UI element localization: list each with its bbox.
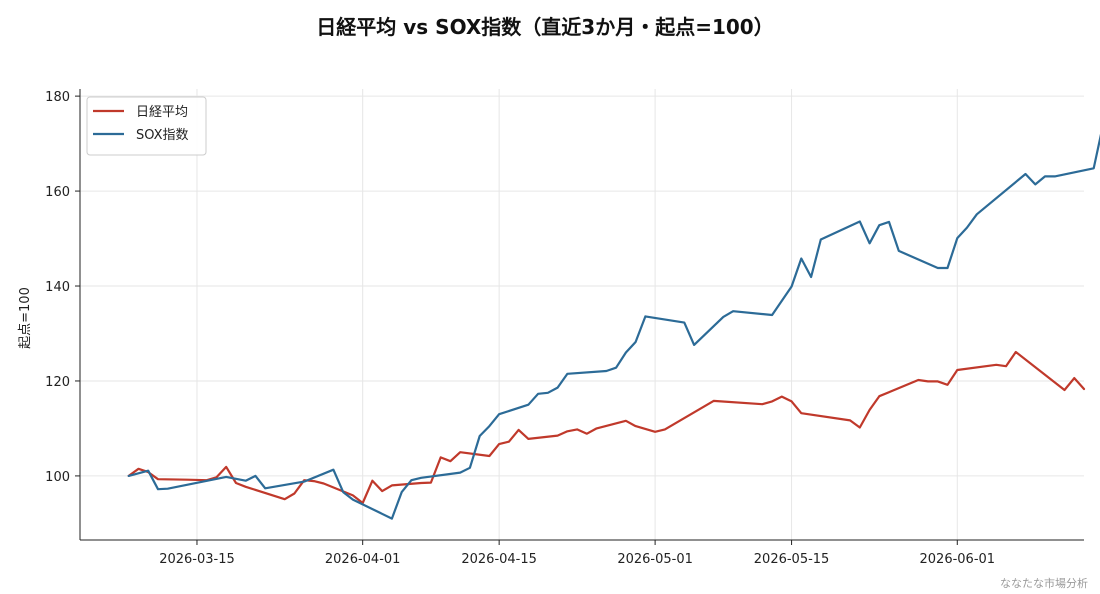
series-line-2 bbox=[127, 133, 1100, 520]
x-tick-label: 2026-04-15 bbox=[461, 552, 537, 567]
y-tick-label: 160 bbox=[45, 185, 70, 200]
y-tick-label: 180 bbox=[45, 90, 70, 105]
y-tick-label: 140 bbox=[45, 280, 70, 295]
watermark-text: ななたな市場分析 bbox=[1000, 576, 1088, 590]
legend-label: 日経平均 bbox=[136, 105, 188, 120]
x-tick-label: 2026-06-01 bbox=[920, 552, 996, 567]
legend-label: SOX指数 bbox=[136, 128, 189, 143]
chart-title: 日経平均 vs SOX指数（直近3か月・起点=100） bbox=[316, 15, 773, 39]
y-tick-label: 100 bbox=[45, 470, 70, 485]
y-tick-label: 120 bbox=[45, 375, 70, 390]
x-tick-label: 2026-03-15 bbox=[159, 552, 235, 567]
x-tick-label: 2026-05-01 bbox=[617, 552, 693, 567]
y-axis-label: 起点=100 bbox=[18, 287, 33, 349]
y-axis-ticks: 100 120 140 160 180 bbox=[45, 90, 80, 485]
x-tick-label: 2026-05-15 bbox=[754, 552, 830, 567]
axes bbox=[79, 89, 1084, 541]
grid-lines bbox=[80, 89, 1084, 540]
legend: 日経平均 SOX指数 bbox=[86, 96, 207, 156]
x-tick-label: 2026-04-01 bbox=[325, 552, 401, 567]
x-axis-ticks: 2026-03-15 2026-04-01 2026-04-15 2026-05-01… bbox=[159, 540, 995, 567]
series-lines bbox=[127, 133, 1100, 520]
series-line-1 bbox=[127, 350, 1086, 505]
